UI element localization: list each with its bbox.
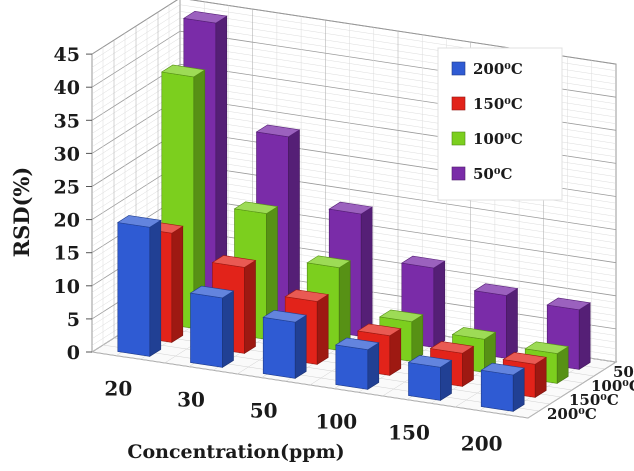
bar-50⁰C-200 xyxy=(546,297,592,370)
bar-side-face xyxy=(360,206,373,337)
depth-tick-label: 150⁰C xyxy=(569,391,619,409)
bar-200⁰C-150 xyxy=(407,355,453,401)
bar-top-face xyxy=(334,337,380,351)
x-tick-label: 50 xyxy=(250,399,278,423)
bar-top-face xyxy=(262,309,308,323)
bar-side-face xyxy=(578,302,591,370)
legend-swatch xyxy=(451,166,466,181)
legend-label: 50⁰C xyxy=(473,165,512,183)
bar-top-face xyxy=(189,285,235,299)
bar-top-face xyxy=(480,362,526,376)
bar-top-face xyxy=(502,352,548,365)
bar-side-face xyxy=(222,290,234,368)
legend: 200⁰C 150⁰C 100⁰C 50⁰C xyxy=(437,47,563,201)
bar-top-face xyxy=(451,327,497,340)
legend-label: 150⁰C xyxy=(473,95,523,113)
side-wall-gridline xyxy=(91,0,178,55)
bar-front-face xyxy=(335,344,369,390)
depth-tick-label: 200⁰C xyxy=(547,405,597,423)
bar-top-face xyxy=(306,255,352,269)
bar-top-face xyxy=(378,309,424,323)
bar-side-face xyxy=(512,367,525,412)
x-tick-label: 30 xyxy=(177,388,205,412)
bar-front-face xyxy=(117,222,151,357)
x-tick-label: 150 xyxy=(388,421,430,445)
bar-200⁰C-30 xyxy=(189,285,235,368)
bar-front-face xyxy=(480,369,514,412)
bar-side-face xyxy=(367,342,380,390)
legend-swatch xyxy=(451,61,466,76)
bar-top-face xyxy=(211,255,257,268)
depth-tick-label: 100⁰C xyxy=(591,377,634,395)
bar-top-face xyxy=(473,283,519,296)
bar-top-face xyxy=(116,215,162,228)
bar-top-face xyxy=(524,341,570,354)
bar-100⁰C-20 xyxy=(160,64,206,329)
bar-side-face xyxy=(294,314,307,379)
y-axis-title: RSD(%) xyxy=(9,167,34,258)
y-tick-label: 40 xyxy=(54,77,80,99)
bar-side-face xyxy=(433,260,446,348)
bar-side-face xyxy=(171,225,184,343)
bar-side-face xyxy=(244,259,256,354)
x-axis-title: Concentration(ppm) xyxy=(127,441,344,463)
chart-bars xyxy=(116,10,592,412)
legend-label: 100⁰C xyxy=(473,130,523,148)
depth-tick-label: 50⁰C xyxy=(613,363,634,381)
bar-top-face xyxy=(546,297,592,311)
bar-200⁰C-50 xyxy=(262,309,308,379)
y-tick-label: 0 xyxy=(67,342,80,364)
floor-depth-gridline xyxy=(102,344,540,412)
y-tick-label: 35 xyxy=(54,110,80,132)
y-tick-label: 5 xyxy=(67,309,80,331)
bar-top-face xyxy=(182,10,228,24)
bar-top-face xyxy=(233,201,279,214)
bar-front-face xyxy=(262,316,296,379)
bar-top-face xyxy=(284,289,330,302)
y-tick-label: 45 xyxy=(54,44,80,66)
x-tick-label: 200 xyxy=(461,432,503,456)
legend-label: 200⁰C xyxy=(473,60,523,78)
y-tick-label: 30 xyxy=(54,143,80,165)
floor-depth-gridline xyxy=(91,351,529,419)
bar-200⁰C-100 xyxy=(334,337,380,390)
y-axis-ticks: 0 5 10 15 20 25 30 35 40 45 xyxy=(54,44,92,364)
legend-swatch xyxy=(451,96,466,111)
bar-top-face xyxy=(255,124,301,138)
bar-front-face xyxy=(190,292,223,368)
bar-side-face xyxy=(389,328,402,376)
y-tick-label: 25 xyxy=(54,177,80,199)
bar-top-face xyxy=(356,323,402,337)
bar-side-face xyxy=(411,314,424,362)
legend-swatch xyxy=(451,131,466,146)
bar-side-face xyxy=(316,293,329,365)
y-tick-label: 10 xyxy=(54,276,80,298)
bar-side-face xyxy=(338,260,351,351)
floor-depth-gridline xyxy=(113,337,551,405)
bar-top-face xyxy=(407,355,453,368)
bar-top-face xyxy=(328,201,374,215)
bar-top-face xyxy=(429,341,475,354)
bar-top-face xyxy=(160,64,206,78)
x-axis-ticks: 20 30 50 100 150 200 xyxy=(104,377,502,456)
y-tick-label: 20 xyxy=(54,210,80,232)
y-tick-label: 15 xyxy=(54,243,80,265)
bar-200⁰C-20 xyxy=(116,215,162,357)
x-tick-label: 100 xyxy=(315,410,357,434)
bar-side-face xyxy=(149,219,162,357)
x-tick-label: 20 xyxy=(104,377,132,401)
bar-200⁰C-200 xyxy=(480,362,526,412)
bar-front-face xyxy=(408,362,441,401)
bar-top-face xyxy=(400,255,446,269)
bar-side-face xyxy=(506,287,518,359)
